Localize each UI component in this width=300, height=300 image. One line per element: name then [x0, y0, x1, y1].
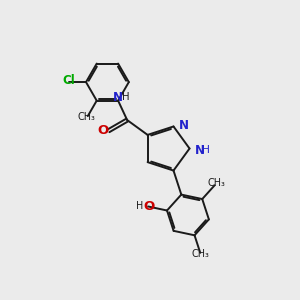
- Text: CH₃: CH₃: [207, 178, 225, 188]
- Text: Cl: Cl: [62, 74, 75, 87]
- Text: O: O: [98, 124, 109, 137]
- Text: CH₃: CH₃: [77, 112, 95, 122]
- Text: N: N: [179, 119, 189, 132]
- Text: H: H: [122, 92, 129, 102]
- Text: N: N: [195, 143, 205, 157]
- Text: N: N: [112, 91, 122, 103]
- Text: CH₃: CH₃: [191, 249, 209, 259]
- Text: H: H: [136, 202, 143, 212]
- Text: O: O: [143, 200, 154, 213]
- Text: H: H: [202, 145, 210, 155]
